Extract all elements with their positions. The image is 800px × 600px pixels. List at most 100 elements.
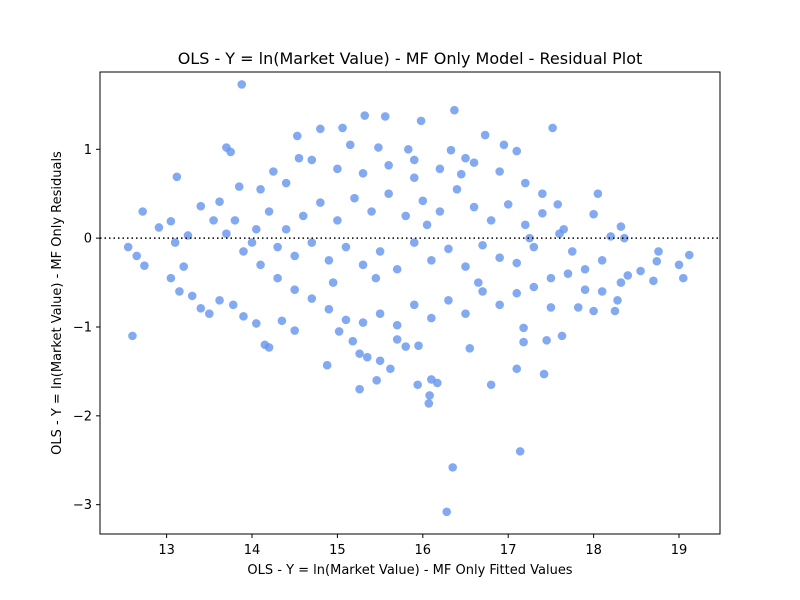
data-point-113 [273, 273, 282, 283]
data-point-19 [138, 207, 147, 216]
data-point-69 [539, 369, 549, 379]
data-point-172 [409, 155, 419, 165]
x-axis-ticks: 13 14 15 16 17 18 19 [158, 534, 687, 558]
data-point-8 [292, 131, 302, 141]
data-point-61 [448, 463, 458, 472]
data-point-17 [172, 172, 182, 182]
data-point-40 [264, 343, 274, 352]
data-point-145 [469, 202, 479, 212]
data-point-1 [450, 105, 459, 115]
data-point-148 [520, 220, 530, 230]
data-point-23 [196, 201, 206, 211]
data-point-46 [348, 336, 358, 346]
data-point-125 [478, 287, 487, 296]
data-point-160 [427, 256, 436, 265]
data-point-92 [580, 264, 590, 274]
data-point-58 [424, 399, 434, 408]
data-point-116 [324, 304, 334, 314]
data-point-77 [636, 266, 645, 276]
data-point-157 [375, 247, 385, 256]
data-point-86 [589, 209, 598, 219]
y-tick-label--3: −3 [73, 498, 92, 513]
data-point-143 [435, 207, 445, 216]
x-tick-label-15: 15 [329, 543, 346, 558]
data-point-131 [580, 285, 590, 294]
data-point-87 [593, 189, 603, 199]
data-point-135 [298, 211, 308, 221]
data-point-123 [444, 296, 453, 305]
data-point-159 [409, 238, 419, 247]
data-point-81 [674, 260, 684, 270]
data-point-14 [499, 140, 509, 150]
data-point-50 [355, 384, 364, 394]
data-point-153 [307, 238, 317, 247]
data-point-70 [542, 336, 551, 345]
data-point-67 [519, 323, 528, 333]
data-point-84 [616, 278, 626, 287]
data-point-96 [538, 189, 547, 199]
data-point-124 [461, 309, 470, 318]
data-point-28 [170, 238, 180, 247]
data-point-102 [384, 160, 393, 170]
data-point-47 [355, 349, 364, 358]
data-point-106 [281, 178, 291, 188]
data-point-6 [316, 124, 325, 134]
data-point-150 [555, 229, 564, 238]
data-point-179 [251, 224, 261, 234]
data-point-93 [567, 247, 577, 256]
data-point-43 [128, 331, 137, 341]
data-point-9 [374, 143, 383, 152]
data-point-57 [425, 391, 434, 400]
data-point-101 [409, 173, 419, 183]
data-point-71 [557, 331, 567, 341]
data-point-175 [371, 273, 381, 283]
data-point-60 [433, 378, 442, 388]
y-axis-label: OLS - Y = ln(Market Value) - MF Only Res… [50, 151, 65, 455]
x-tick-label-19: 19 [671, 543, 688, 558]
data-point-115 [307, 294, 317, 303]
points-layer [123, 80, 694, 517]
data-point-177 [474, 278, 483, 287]
data-point-30 [166, 273, 176, 283]
data-point-163 [478, 240, 487, 250]
data-point-7 [338, 123, 347, 133]
data-point-44 [322, 360, 332, 370]
data-point-138 [350, 193, 359, 203]
data-point-82 [678, 273, 688, 283]
data-point-13 [480, 130, 490, 140]
data-point-155 [341, 242, 351, 252]
data-point-170 [294, 153, 304, 163]
data-point-139 [367, 207, 376, 216]
data-point-158 [392, 264, 402, 274]
data-point-162 [461, 262, 470, 271]
data-point-79 [654, 247, 663, 256]
data-point-3 [380, 112, 390, 121]
data-point-100 [435, 164, 445, 174]
chart-title: OLS - Y = ln(Market Value) - MF Only Mod… [178, 49, 643, 68]
data-point-42 [290, 326, 300, 335]
data-point-149 [538, 208, 547, 218]
data-point-133 [264, 207, 274, 216]
y-tick-label-1: 1 [84, 143, 92, 158]
data-point-122 [427, 313, 436, 323]
data-point-165 [512, 258, 522, 268]
data-point-104 [333, 164, 342, 174]
data-point-144 [452, 184, 462, 194]
data-point-56 [413, 380, 422, 390]
data-point-117 [341, 315, 351, 325]
data-point-147 [503, 200, 513, 209]
data-point-112 [256, 260, 265, 270]
data-point-114 [290, 285, 300, 294]
data-point-29 [179, 262, 188, 271]
data-point-130 [563, 269, 573, 278]
data-point-63 [465, 344, 475, 353]
data-point-99 [469, 158, 479, 167]
data-point-164 [495, 253, 504, 262]
data-point-48 [363, 352, 372, 362]
data-point-80 [652, 256, 662, 266]
data-point-52 [386, 364, 395, 374]
x-axis-label: OLS - Y = ln(Market Value) - MF Only Fit… [247, 563, 572, 578]
data-point-55 [414, 341, 423, 350]
data-point-103 [358, 168, 368, 178]
data-point-173 [456, 169, 466, 179]
